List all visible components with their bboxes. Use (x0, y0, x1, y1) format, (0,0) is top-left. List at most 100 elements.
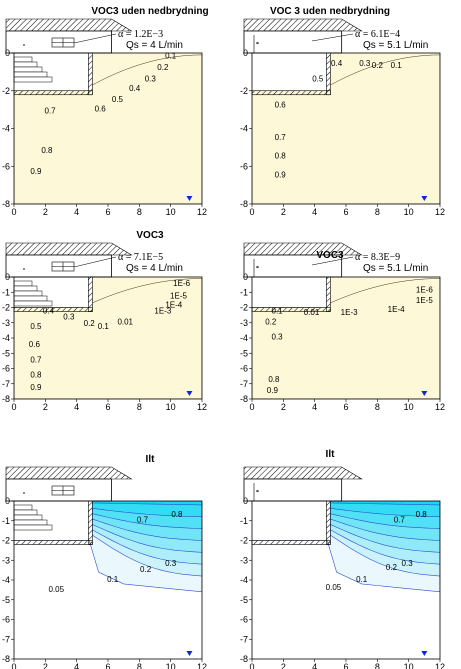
contour-label: 0.8 (268, 375, 280, 384)
contour-label: 0.3 (402, 559, 414, 568)
stair-step (13, 504, 33, 511)
x-tick-label: 10 (404, 662, 414, 669)
basement-floor (13, 90, 93, 96)
y-tick-label: -7 (2, 379, 10, 389)
y-tick-label: -6 (240, 364, 248, 374)
x-tick-label: 12 (197, 662, 207, 669)
y-tick-label: -5 (2, 348, 10, 358)
y-tick-label: 0 (5, 272, 10, 282)
alpha-label: α = 6.1E−4 (355, 29, 400, 40)
y-tick-label: 0 (243, 272, 248, 282)
y-tick-label: -1 (240, 516, 248, 526)
y-tick-label: -2 (240, 536, 248, 546)
x-tick-label: 0 (249, 402, 254, 412)
basement-wall (326, 52, 331, 96)
y-tick-label: -2 (240, 86, 248, 96)
contour-label: 0.1 (165, 52, 177, 61)
alpha-label: α = 7.1E−5 (118, 252, 163, 263)
basement-wall (88, 276, 93, 312)
house-roof (243, 18, 363, 32)
contour-label: 0.9 (30, 167, 42, 176)
x-tick-label: 4 (74, 402, 79, 412)
x-tick-label: 6 (343, 662, 348, 669)
y-tick-label: -6 (240, 615, 248, 625)
x-tick-label: 0 (249, 207, 254, 217)
x-tick-label: 4 (312, 662, 317, 669)
contour-band (330, 501, 440, 518)
x-tick-label: 6 (343, 402, 348, 412)
x-tick-label: 2 (281, 402, 286, 412)
y-tick-label: -8 (240, 199, 248, 209)
contour-label: 0.7 (44, 106, 56, 115)
panel-p3: VOC3 α = 7.1E−5Qs = 4 L/min 1E-6 1E-51E-41E… (2, 230, 207, 412)
x-tick-label: 2 (43, 662, 48, 669)
y-tick-label: -6 (2, 161, 10, 171)
stair-step (13, 300, 53, 307)
x-tick-label: 8 (375, 207, 380, 217)
x-tick-label: 4 (74, 207, 79, 217)
y-tick-label: -4 (240, 333, 248, 343)
contour-label: 0.8 (41, 146, 53, 155)
contour-label: 0.3 (165, 559, 177, 568)
x-tick-label: 0 (249, 662, 254, 669)
qs-label: Qs = 5.1 L/min (363, 40, 428, 51)
contour-label: 0.7 (275, 133, 287, 142)
contour-label: 0.4 (129, 84, 141, 93)
y-tick-label: -3 (240, 555, 248, 565)
stair-step (13, 519, 48, 526)
x-tick-label: 2 (281, 207, 286, 217)
contour-plot (252, 501, 440, 659)
panel-title: VOC3 uden nedbrydning (91, 6, 208, 17)
x-tick-label: 6 (343, 207, 348, 217)
stair-step (13, 290, 43, 297)
stair-step (13, 285, 38, 292)
stair-step (13, 56, 33, 63)
house-roof (243, 242, 363, 256)
contour-band (92, 501, 202, 518)
qs-label: Qs = 5.1 L/min (363, 263, 428, 274)
x-tick-label: 8 (137, 402, 142, 412)
y-tick-label: -4 (2, 575, 10, 585)
contour-label: 1E-5 (170, 291, 187, 300)
y-tick-label: -2 (2, 303, 10, 313)
y-tick-label: -6 (240, 161, 248, 171)
water-table-marker (421, 391, 428, 396)
x-tick-label: 10 (166, 402, 176, 412)
panel-p4: VOC3 α = 8.3E−9Qs = 5.1 L/min 1E-6 1E-5 1E-4… (240, 242, 445, 412)
x-tick-label: 10 (404, 402, 414, 412)
contour-label: 0.1 (391, 61, 403, 70)
y-tick-label: -7 (2, 634, 10, 644)
contour-label: 0.7 (394, 516, 406, 525)
x-tick-label: 12 (197, 402, 207, 412)
basement-wall (88, 52, 93, 96)
water-table-marker (186, 391, 193, 396)
x-tick-label: 4 (312, 402, 317, 412)
contour-plot (14, 501, 202, 659)
panel-p2: VOC 3 uden nedbrydning α = 6.1E−4Qs = 5.1… (240, 6, 445, 217)
y-tick-label: -8 (2, 654, 10, 664)
contour-label: 0.4 (43, 307, 55, 316)
basement-floor (251, 90, 331, 96)
water-table-marker (421, 196, 428, 201)
contour-label: 0.01 (117, 317, 133, 326)
contour-label: 1E-4 (388, 305, 405, 314)
x-tick-label: 2 (43, 402, 48, 412)
y-tick-label: -2 (240, 303, 248, 313)
y-tick-label: -1 (2, 516, 10, 526)
house-roof (243, 466, 363, 480)
contour-label: 0.3 (145, 74, 157, 83)
x-tick-label: 6 (105, 207, 110, 217)
x-tick-label: 8 (137, 662, 142, 669)
contour-label: 0.3 (272, 333, 284, 342)
y-tick-label: -3 (240, 318, 248, 328)
leader-line (311, 33, 354, 42)
contour-label: 0.2 (265, 317, 277, 326)
y-tick-label: -7 (240, 634, 248, 644)
stair-step (13, 61, 38, 68)
stair-step (13, 295, 48, 302)
contour-label: 0.2 (140, 565, 152, 574)
water-table-marker (186, 651, 193, 656)
y-tick-label: 0 (243, 48, 248, 58)
y-tick-label: -3 (2, 555, 10, 565)
